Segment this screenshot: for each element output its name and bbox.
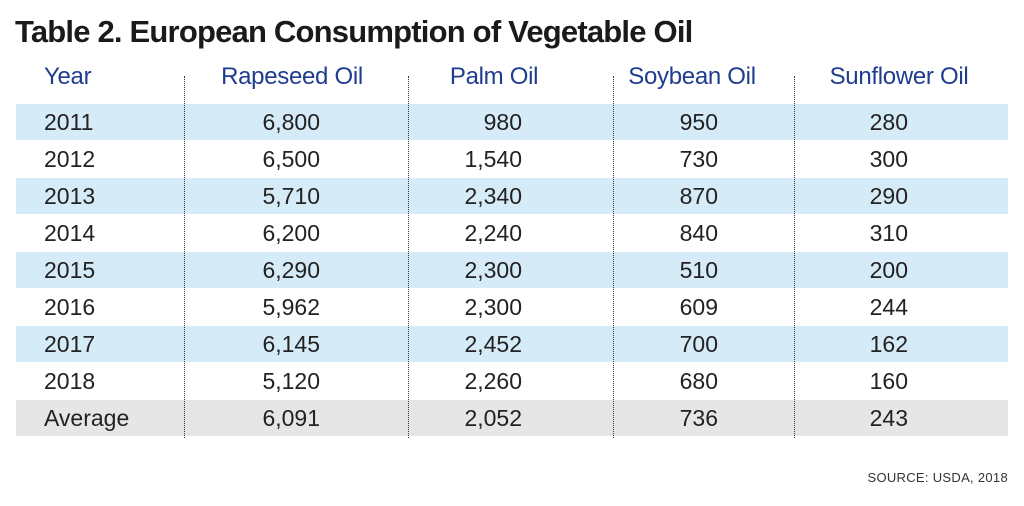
- table-cell: 609: [679, 294, 718, 320]
- table-cell: 6,145: [262, 331, 320, 357]
- column-header: Palm Oil: [449, 63, 539, 90]
- table-row: [16, 326, 1008, 362]
- column-divider: [613, 76, 614, 438]
- table-cell: 2,300: [464, 257, 522, 283]
- table-cell: 244: [869, 294, 908, 320]
- table-cell: 730: [679, 146, 718, 172]
- row-label: 2018: [44, 368, 96, 394]
- table-cell: 700: [679, 331, 718, 357]
- column-header: Year: [44, 63, 92, 90]
- table-cell: 160: [869, 368, 908, 394]
- table-cell: 2,340: [464, 183, 522, 209]
- table-cell: 6,500: [262, 146, 320, 172]
- row-label: 2012: [44, 146, 96, 172]
- row-label: 2014: [44, 220, 96, 246]
- data-table: 2011 6,800 980 950 280 2012 6,500 1,540 730 300 20…: [16, 62, 1008, 438]
- row-label: 2011: [44, 109, 94, 135]
- table-cell: 280: [869, 109, 908, 135]
- table-cell: 510: [679, 257, 718, 283]
- table-row-average: [16, 400, 1008, 436]
- table-cell: 310: [869, 220, 908, 246]
- table-row: [16, 104, 1008, 140]
- column-header: Soybean Oil: [628, 63, 756, 90]
- table-cell: 243: [869, 405, 908, 431]
- table-cell: 6,800: [262, 109, 320, 135]
- table-cell: 300: [869, 146, 908, 172]
- row-label: Average: [44, 405, 130, 431]
- table-cell: 5,710: [262, 183, 320, 209]
- table-cell: 162: [869, 331, 908, 357]
- table-title: Table 2. European Consumption of Vegetab…: [15, 14, 693, 49]
- column-header: Sunflower Oil: [829, 63, 969, 90]
- table-cell: 6,091: [262, 405, 320, 431]
- table-cell: 290: [869, 183, 908, 209]
- table-cell: 6,290: [262, 257, 320, 283]
- table-cell: 5,962: [262, 294, 320, 320]
- column-header: Rapeseed Oil: [221, 63, 363, 90]
- table-cell: 840: [679, 220, 718, 246]
- table-row: [16, 252, 1008, 288]
- column-divider: [184, 76, 185, 438]
- row-label: 2017: [44, 331, 96, 357]
- table-cell: 736: [679, 405, 718, 431]
- table-row: [16, 178, 1008, 214]
- table-cell: 680: [679, 368, 718, 394]
- row-label: 2013: [44, 183, 96, 209]
- table-cell: 2,452: [464, 331, 522, 357]
- table-cell: 2,300: [464, 294, 522, 320]
- column-divider: [794, 76, 795, 438]
- table-cell: 5,120: [262, 368, 320, 394]
- table-cell: 870: [679, 183, 718, 209]
- table-cell: 6,200: [262, 220, 320, 246]
- table-cell: 200: [869, 257, 908, 283]
- row-label: 2015: [44, 257, 96, 283]
- table-cell: 1,540: [464, 146, 522, 172]
- table-cell: 950: [679, 109, 718, 135]
- table-cell: 2,052: [464, 405, 522, 431]
- column-divider: [408, 76, 409, 438]
- row-label: 2016: [44, 294, 96, 320]
- table-cell: 2,240: [464, 220, 522, 246]
- source-note: SOURCE: USDA, 2018: [867, 470, 1008, 485]
- table-cell: 2,260: [464, 368, 522, 394]
- table-cell: 980: [483, 109, 522, 135]
